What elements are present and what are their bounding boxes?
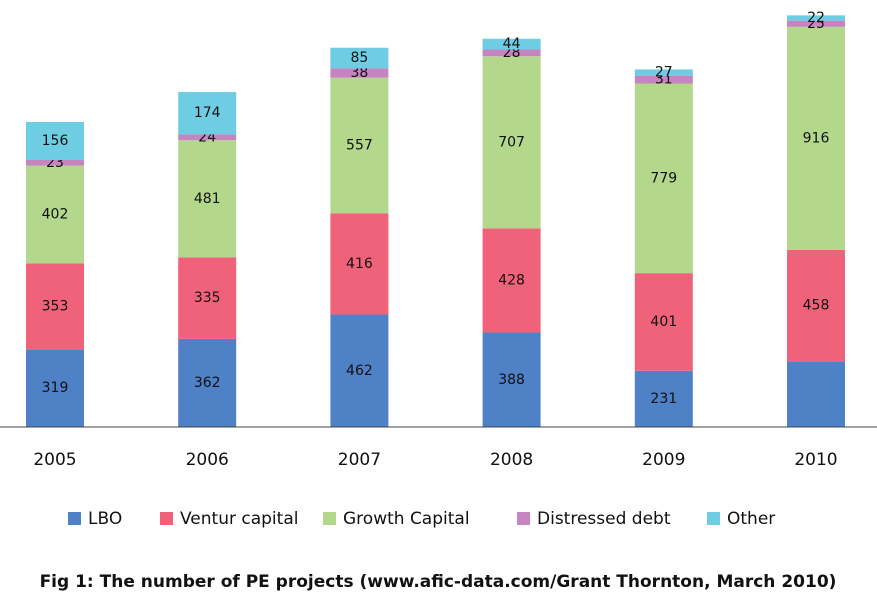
legend-label: Growth Capital bbox=[343, 509, 470, 529]
data-label: 402 bbox=[42, 206, 69, 222]
legend-label: Ventur capital bbox=[180, 509, 298, 529]
data-label: 27 bbox=[655, 65, 673, 81]
bar-segment bbox=[26, 165, 84, 264]
x-tick-label: 2005 bbox=[33, 450, 76, 470]
data-label: 416 bbox=[346, 256, 373, 272]
x-tick-label: 2006 bbox=[186, 450, 229, 470]
data-label: 362 bbox=[194, 375, 221, 391]
bar-segment bbox=[178, 92, 237, 135]
legend-swatch bbox=[517, 512, 530, 525]
bar-segment bbox=[330, 213, 389, 315]
data-label: 916 bbox=[803, 130, 830, 146]
data-label: 481 bbox=[194, 191, 221, 207]
data-label: 353 bbox=[42, 298, 69, 314]
data-label: 38 bbox=[350, 65, 368, 81]
legend-label: LBO bbox=[88, 509, 122, 529]
bar-segment bbox=[482, 332, 541, 427]
data-label: 156 bbox=[42, 133, 69, 149]
bar-segment bbox=[482, 228, 541, 333]
data-label: 401 bbox=[650, 314, 677, 330]
legend-swatch bbox=[160, 512, 173, 525]
data-label: 335 bbox=[194, 290, 221, 306]
bar-segment bbox=[330, 47, 389, 69]
bar-segment bbox=[634, 75, 693, 84]
legend-label: Distressed debt bbox=[537, 509, 671, 529]
data-label: 779 bbox=[650, 170, 677, 186]
bar-segment bbox=[634, 69, 693, 76]
bar-segment bbox=[787, 361, 845, 427]
data-label: 174 bbox=[194, 105, 221, 121]
legend-swatch bbox=[707, 512, 720, 525]
legend-swatch bbox=[323, 512, 336, 525]
data-label: 428 bbox=[498, 272, 525, 288]
chart-title: Fig 1: The number of PE projects (www.af… bbox=[40, 572, 837, 592]
data-label: 44 bbox=[503, 36, 521, 52]
bar-segment bbox=[634, 83, 693, 274]
data-label: 231 bbox=[650, 391, 677, 407]
bar-segment bbox=[482, 38, 541, 50]
bar-segment bbox=[178, 257, 237, 339]
bar-segment bbox=[178, 338, 237, 427]
bar-segment bbox=[330, 68, 389, 78]
data-label: 462 bbox=[346, 363, 373, 379]
data-label: 388 bbox=[498, 372, 525, 388]
bar-segment bbox=[330, 314, 389, 427]
x-tick-label: 2008 bbox=[490, 450, 533, 470]
x-tick-label: 2007 bbox=[338, 450, 381, 470]
bar-segment bbox=[26, 121, 84, 160]
bar-segment bbox=[178, 134, 237, 141]
data-label: 22 bbox=[807, 10, 825, 26]
x-tick-label: 2010 bbox=[794, 450, 837, 470]
bar-segment bbox=[178, 140, 237, 258]
data-label: 557 bbox=[346, 137, 373, 153]
bar-segment bbox=[482, 49, 541, 57]
data-label: 85 bbox=[350, 50, 368, 66]
bar-segment bbox=[787, 249, 845, 362]
data-label: 707 bbox=[498, 134, 525, 150]
data-label: 319 bbox=[42, 380, 69, 396]
bar-segment bbox=[26, 263, 84, 350]
legend-swatch bbox=[68, 512, 81, 525]
bar-segment bbox=[26, 159, 84, 166]
bar-segment bbox=[634, 370, 693, 427]
bar-segment bbox=[330, 77, 389, 214]
bar-segment bbox=[787, 20, 845, 27]
bar-segment bbox=[634, 273, 693, 371]
bar-segment bbox=[787, 26, 845, 250]
x-tick-label: 2009 bbox=[642, 450, 685, 470]
bar-segment bbox=[26, 349, 84, 427]
data-label: 458 bbox=[803, 298, 830, 314]
bar-segment bbox=[787, 15, 845, 21]
bar-segment bbox=[482, 56, 541, 229]
legend-label: Other bbox=[727, 509, 775, 529]
